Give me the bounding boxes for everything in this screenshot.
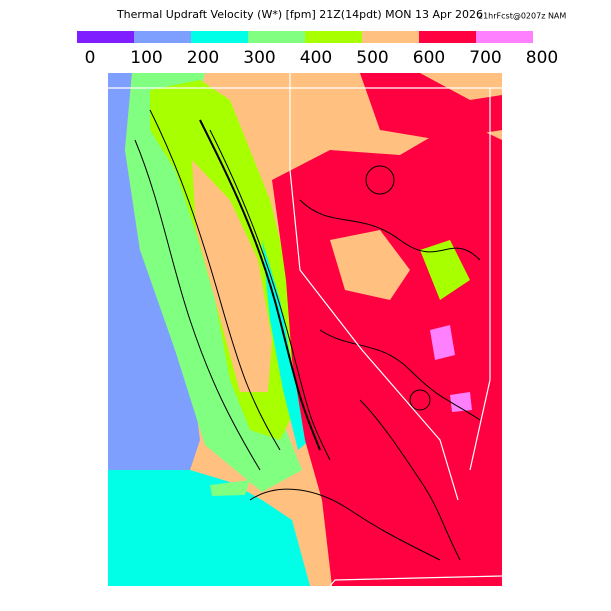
- legend-label: 600: [413, 48, 445, 68]
- legend-swatch: [476, 31, 533, 43]
- legend-swatch: [191, 31, 248, 43]
- legend-swatch: [305, 31, 362, 43]
- legend-swatch: [362, 31, 419, 43]
- state-borders: [108, 73, 502, 586]
- title: Thermal Updraft Velocity (W*) [fpm] 21Z(…: [116, 8, 483, 21]
- ocean: [108, 73, 200, 470]
- legend-swatch: [419, 31, 476, 43]
- map: [108, 73, 502, 586]
- legend-label: 800: [526, 48, 558, 68]
- island: [210, 480, 250, 496]
- subtitle: 21hrFcst@0207z NAM: [478, 12, 566, 21]
- legend-label: 500: [356, 48, 388, 68]
- legend-swatch: [248, 31, 305, 43]
- contours: [134, 109, 481, 561]
- legend: 0 100 200 300 400 500 600 700 800: [77, 31, 558, 68]
- legend-swatch: [134, 31, 191, 43]
- peak-patch: [450, 392, 472, 412]
- interior-patch: [420, 240, 470, 300]
- legend-label: 200: [187, 48, 219, 68]
- peak-patch: [430, 325, 455, 360]
- legend-swatch: [77, 31, 134, 43]
- northeast-band: [360, 73, 502, 140]
- southern-ocean: [108, 470, 310, 586]
- interior-patch: [330, 230, 410, 300]
- legend-label: 400: [300, 48, 332, 68]
- interior-high: [272, 120, 502, 586]
- central-valley: [192, 160, 272, 392]
- legend-label: 700: [469, 48, 501, 68]
- legend-label: 0: [85, 48, 96, 68]
- legend-label: 300: [243, 48, 275, 68]
- legend-label: 100: [130, 48, 162, 68]
